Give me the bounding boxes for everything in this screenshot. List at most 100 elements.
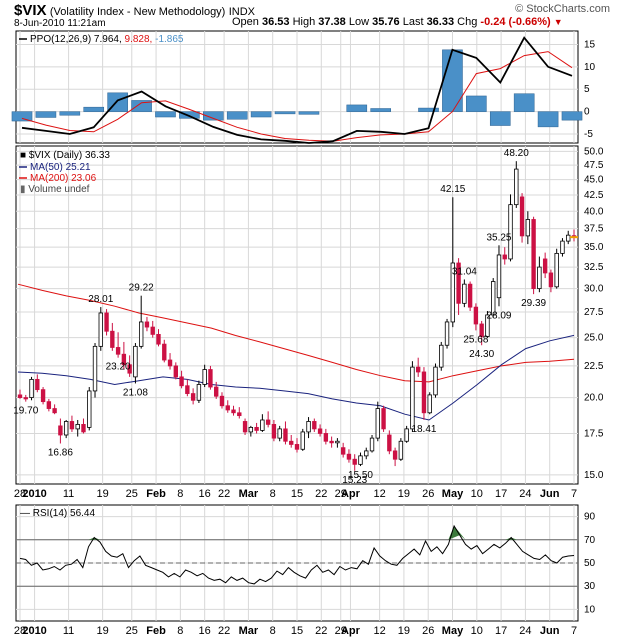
candle-body — [237, 412, 242, 417]
ppo-legend-part: 9.828, — [125, 34, 156, 45]
candle-body — [519, 196, 525, 237]
candle-body — [167, 359, 173, 367]
candle-body — [277, 428, 282, 439]
x-axis-label-bottom: Apr — [341, 625, 361, 637]
x-axis-label: 25 — [126, 488, 138, 500]
volume-legend: ▮ Volume undef — [20, 184, 90, 195]
candle-body — [548, 272, 554, 288]
x-axis-label: May — [442, 488, 464, 500]
price-annotation: 35.25 — [486, 232, 511, 243]
price-tick-label: 45.0 — [584, 175, 604, 186]
x-axis-label: Jun — [540, 488, 560, 500]
open-value: 36.53 — [261, 16, 290, 28]
x-axis-label: 19 — [398, 488, 410, 500]
x-axis-label: Feb — [146, 488, 166, 500]
price-legend-part: 36.33 — [85, 150, 110, 161]
price-annotation: 21.08 — [123, 387, 148, 398]
candle-body — [289, 440, 294, 445]
candle-body — [300, 431, 305, 450]
rsi-legend-part: RSI(14) — [33, 508, 70, 519]
candle-body — [473, 306, 479, 325]
x-axis-label-bottom: 10 — [471, 625, 483, 637]
candle-body — [566, 234, 571, 242]
down-triangle-icon: ▼ — [553, 17, 563, 27]
candle-body — [283, 428, 288, 442]
candle-body — [179, 376, 184, 387]
price-legend-part: ■ — [20, 150, 29, 161]
rsi-legend: — RSI(14) 56.44 — [20, 508, 95, 519]
ma200-legend-part: MA(200) — [30, 173, 71, 184]
ppo-histogram-bar — [370, 108, 391, 112]
candle-body — [40, 389, 46, 403]
candle-body — [271, 424, 277, 439]
x-axis-label: 28 — [14, 488, 26, 500]
price-tick-label: 37.5 — [584, 224, 604, 235]
chart-header: $VIX (Volatility Index - New Methodology… — [14, 2, 255, 19]
ppo-histogram-bar — [250, 111, 272, 118]
candle-body — [496, 254, 502, 299]
x-axis-label-bottom: 19 — [398, 625, 410, 637]
candle-body — [317, 428, 323, 434]
x-axis-label: 26 — [422, 488, 434, 500]
ma200-line — [17, 283, 575, 383]
x-axis-label: 17 — [495, 488, 507, 500]
candle-body — [248, 426, 254, 433]
ppo-legend-part: PPO(12,26,9) — [30, 34, 94, 45]
ppo-histogram-bar — [155, 111, 176, 118]
rsi-tick-label: 10 — [584, 604, 596, 615]
candle-body — [219, 395, 225, 407]
candle-body — [69, 421, 75, 430]
x-axis-label-bottom: 22 — [218, 625, 230, 637]
candle-body — [387, 434, 392, 452]
candle-body — [35, 378, 40, 391]
candle-body — [381, 408, 386, 430]
candle-body — [133, 345, 138, 378]
candle-body — [335, 440, 340, 444]
candle-body — [358, 455, 363, 465]
candle-body — [121, 353, 127, 366]
rsi-tick-label: 30 — [584, 581, 596, 592]
rsi-overbought-fill — [505, 537, 517, 540]
ppo-histogram-bar — [179, 111, 200, 119]
ppo-signal-line — [21, 51, 573, 142]
price-tick-label: 25.0 — [584, 333, 604, 344]
rsi-line — [19, 524, 575, 585]
rsi-tick-label: 50 — [584, 558, 596, 569]
x-axis-label-bottom: May — [442, 625, 464, 637]
candle-body — [214, 386, 219, 397]
candle-body — [144, 321, 150, 328]
datetime: 8-Jun-2010 11:21am — [14, 18, 106, 29]
candle-body — [554, 252, 559, 288]
x-axis-label-bottom: 12 — [373, 625, 385, 637]
ppo-histogram-bar — [442, 49, 463, 112]
candle-body — [306, 421, 311, 433]
price-tick-label: 32.5 — [584, 262, 604, 273]
rsi-tick-label: 70 — [584, 535, 596, 546]
candle-body — [150, 326, 155, 335]
x-axis-label-bottom: 29 — [335, 625, 347, 637]
candle-body — [17, 394, 23, 398]
ppo-tick-label: 10 — [584, 62, 596, 73]
exchange: INDX — [228, 6, 255, 18]
price-tick-label: 17.5 — [584, 428, 604, 439]
price-annotation: 48.20 — [504, 148, 529, 159]
x-axis-label: 29 — [335, 488, 347, 500]
price-annotation: 25.68 — [463, 334, 488, 345]
candle-body — [202, 369, 207, 385]
x-axis-label-bottom: 22 — [315, 625, 327, 637]
candle-body — [508, 204, 513, 260]
price-legend: ■ $VIX (Daily) 36.33 — [20, 150, 110, 161]
candle-body — [340, 447, 346, 455]
ma50-legend-part: 25.21 — [66, 162, 91, 173]
high-value: 37.38 — [318, 16, 346, 28]
candle-body — [242, 421, 248, 433]
ppo-legend-part: 7.964, — [94, 34, 125, 45]
price-tick-label: 40.0 — [584, 206, 604, 217]
candle-body — [364, 450, 369, 457]
candle-body — [427, 394, 432, 414]
x-axis-label-bottom: 17 — [495, 625, 507, 637]
ma50-line — [17, 334, 575, 421]
candle-body — [225, 405, 230, 411]
rsi-legend-part: — — [20, 508, 33, 519]
ppo-legend: PPO(12,26,9) 7.964, 9.828, -1.865 — [30, 34, 184, 45]
